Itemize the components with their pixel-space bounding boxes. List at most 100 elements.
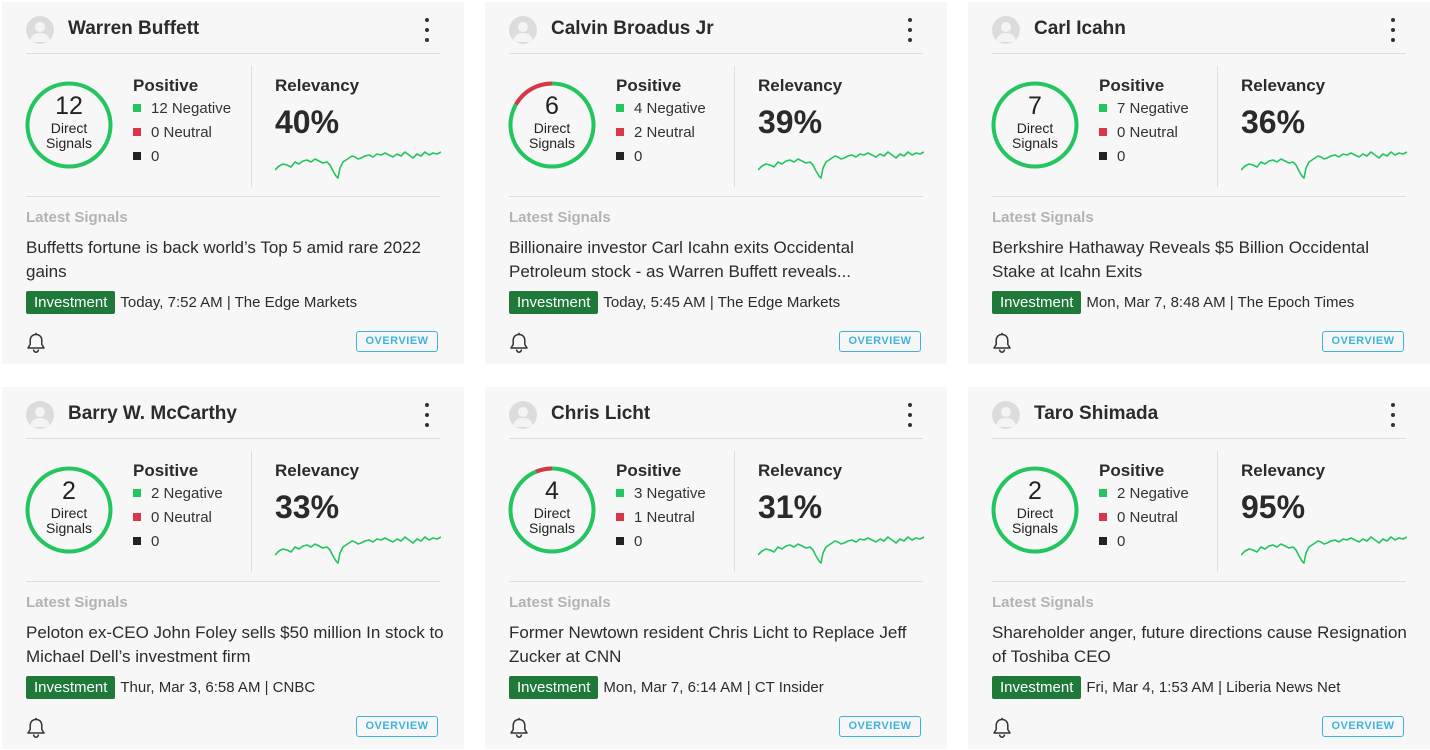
sentiment-breakdown: Positive 4 Negative 2 Neutral 0 <box>616 75 732 169</box>
sentiment-row-neutral: 0 <box>1099 145 1215 169</box>
negative-legend-swatch <box>133 128 141 136</box>
overview-button[interactable]: OVERVIEW <box>1322 331 1404 352</box>
signals-ring-chart <box>991 81 1079 169</box>
card-header: Carl Icahn <box>992 14 1406 54</box>
relevancy-sparkline <box>275 527 441 573</box>
bell-icon[interactable] <box>26 717 46 739</box>
signals-ring-chart <box>991 466 1079 554</box>
sparkline-path <box>1241 151 1407 179</box>
direct-signals-label: Direct Signals <box>529 120 575 151</box>
person-name[interactable]: Taro Shimada <box>1034 403 1159 424</box>
ring-positive-arc <box>991 81 1079 169</box>
overview-button[interactable]: OVERVIEW <box>839 331 921 352</box>
bell-icon[interactable] <box>992 717 1012 739</box>
negative-count: 0 Neutral <box>151 124 212 141</box>
overview-button[interactable]: OVERVIEW <box>1322 716 1404 737</box>
latest-signal-headline[interactable]: Shareholder anger, future directions cau… <box>992 623 1407 666</box>
user-icon <box>30 22 50 42</box>
overview-button[interactable]: OVERVIEW <box>839 716 921 737</box>
person-name[interactable]: Barry W. McCarthy <box>68 403 237 424</box>
sparkline-path <box>1241 536 1407 564</box>
latest-signal-headline[interactable]: Former Newtown resident Chris Licht to R… <box>509 623 907 666</box>
relevancy-block: Relevancy 40% <box>275 75 445 141</box>
overview-button[interactable]: OVERVIEW <box>356 716 438 737</box>
positive-count: 12 Negative <box>151 100 232 117</box>
latest-signal-headline[interactable]: Berkshire Hathaway Reveals $5 Billion Oc… <box>992 238 1370 281</box>
positive-legend-swatch <box>133 104 141 112</box>
latest-signals-label: Latest Signals <box>992 209 1094 226</box>
more-options-icon[interactable] <box>901 16 919 44</box>
bell-icon[interactable] <box>509 332 529 354</box>
negative-legend-swatch <box>616 513 624 521</box>
person-card-1: Warren Buffett 12 Direct Signals Positive… <box>2 2 464 364</box>
positive-title: Positive <box>616 76 682 95</box>
positive-title: Positive <box>616 461 682 480</box>
ring-negative-arc <box>508 466 596 554</box>
sentiment-row-negative: 0 Neutral <box>1099 121 1215 145</box>
positive-title: Positive <box>1099 76 1165 95</box>
person-card-4: Barry W. McCarthy 2 Direct Signals Positi… <box>2 387 464 749</box>
card-header: Chris Licht <box>509 399 923 439</box>
avatar <box>26 16 54 44</box>
positive-count: 4 Negative <box>634 100 706 117</box>
direct-signals-ring: 7 Direct Signals <box>990 80 1080 170</box>
relevancy-block: Relevancy 39% <box>758 75 928 141</box>
positive-title: Positive <box>133 76 199 95</box>
person-name[interactable]: Chris Licht <box>551 403 651 424</box>
person-name[interactable]: Calvin Broadus Jr <box>551 18 714 39</box>
latest-signals-label: Latest Signals <box>992 594 1094 611</box>
category-tag[interactable]: Investment <box>509 676 599 699</box>
signal-meta: Investment Today, 5:45 AM | The Edge Mark… <box>509 291 840 314</box>
more-options-icon[interactable] <box>1384 16 1402 44</box>
relevancy-title: Relevancy <box>758 76 843 95</box>
relevancy-value: 40% <box>275 104 340 140</box>
direct-signals-ring: 12 Direct Signals <box>24 80 114 170</box>
neutral-legend-swatch <box>616 152 624 160</box>
negative-legend-swatch <box>1099 513 1107 521</box>
card-header: Taro Shimada <box>992 399 1406 439</box>
signals-count: 7 <box>1028 92 1042 120</box>
category-tag[interactable]: Investment <box>26 291 116 314</box>
sparkline-path <box>758 151 924 179</box>
relevancy-sparkline <box>275 142 441 188</box>
sentiment-breakdown: Positive 2 Negative 0 Neutral 0 <box>133 460 249 554</box>
neutral-legend-swatch <box>1099 537 1107 545</box>
direct-signals-label: Direct Signals <box>1012 120 1058 151</box>
bell-icon[interactable] <box>992 332 1012 354</box>
more-options-icon[interactable] <box>418 16 436 44</box>
category-tag[interactable]: Investment <box>26 676 116 699</box>
negative-legend-swatch <box>1099 128 1107 136</box>
overview-button[interactable]: OVERVIEW <box>356 331 438 352</box>
direct-signals-label: Direct Signals <box>1012 505 1058 536</box>
person-name[interactable]: Warren Buffett <box>68 18 200 39</box>
person-name[interactable]: Carl Icahn <box>1034 18 1126 39</box>
latest-signal-headline[interactable]: Peloton ex-CEO John Foley sells $50 mill… <box>26 623 444 666</box>
sentiment-row-neutral: 0 <box>616 145 732 169</box>
sentiment-breakdown: Positive 12 Negative 0 Neutral 0 <box>133 75 249 169</box>
avatar <box>992 401 1020 429</box>
bell-icon[interactable] <box>509 717 529 739</box>
sentiment-row-negative: 1 Neutral <box>616 506 732 530</box>
category-tag[interactable]: Investment <box>992 676 1082 699</box>
relevancy-value: 31% <box>758 489 823 525</box>
relevancy-value: 95% <box>1241 489 1306 525</box>
latest-signal-headline[interactable]: Billionaire investor Carl Icahn exits Oc… <box>509 238 854 281</box>
negative-count: 1 Neutral <box>634 509 695 526</box>
user-icon <box>513 407 533 427</box>
category-tag[interactable]: Investment <box>992 291 1082 314</box>
positive-title: Positive <box>1099 461 1165 480</box>
more-options-icon[interactable] <box>1384 401 1402 429</box>
positive-legend-swatch <box>1099 489 1107 497</box>
positive-count: 7 Negative <box>1117 100 1189 117</box>
sentiment-breakdown: Positive 3 Negative 1 Neutral 0 <box>616 460 732 554</box>
latest-signal-headline[interactable]: Buffetts fortune is back world’s Top 5 a… <box>26 238 422 281</box>
more-options-icon[interactable] <box>901 401 919 429</box>
ring-positive-arc <box>25 81 113 169</box>
bell-icon[interactable] <box>26 332 46 354</box>
more-options-icon[interactable] <box>418 401 436 429</box>
category-tag[interactable]: Investment <box>509 291 599 314</box>
sentiment-row-negative: 0 Neutral <box>133 121 249 145</box>
card-header: Barry W. McCarthy <box>26 399 440 439</box>
latest-signals-label: Latest Signals <box>26 594 128 611</box>
